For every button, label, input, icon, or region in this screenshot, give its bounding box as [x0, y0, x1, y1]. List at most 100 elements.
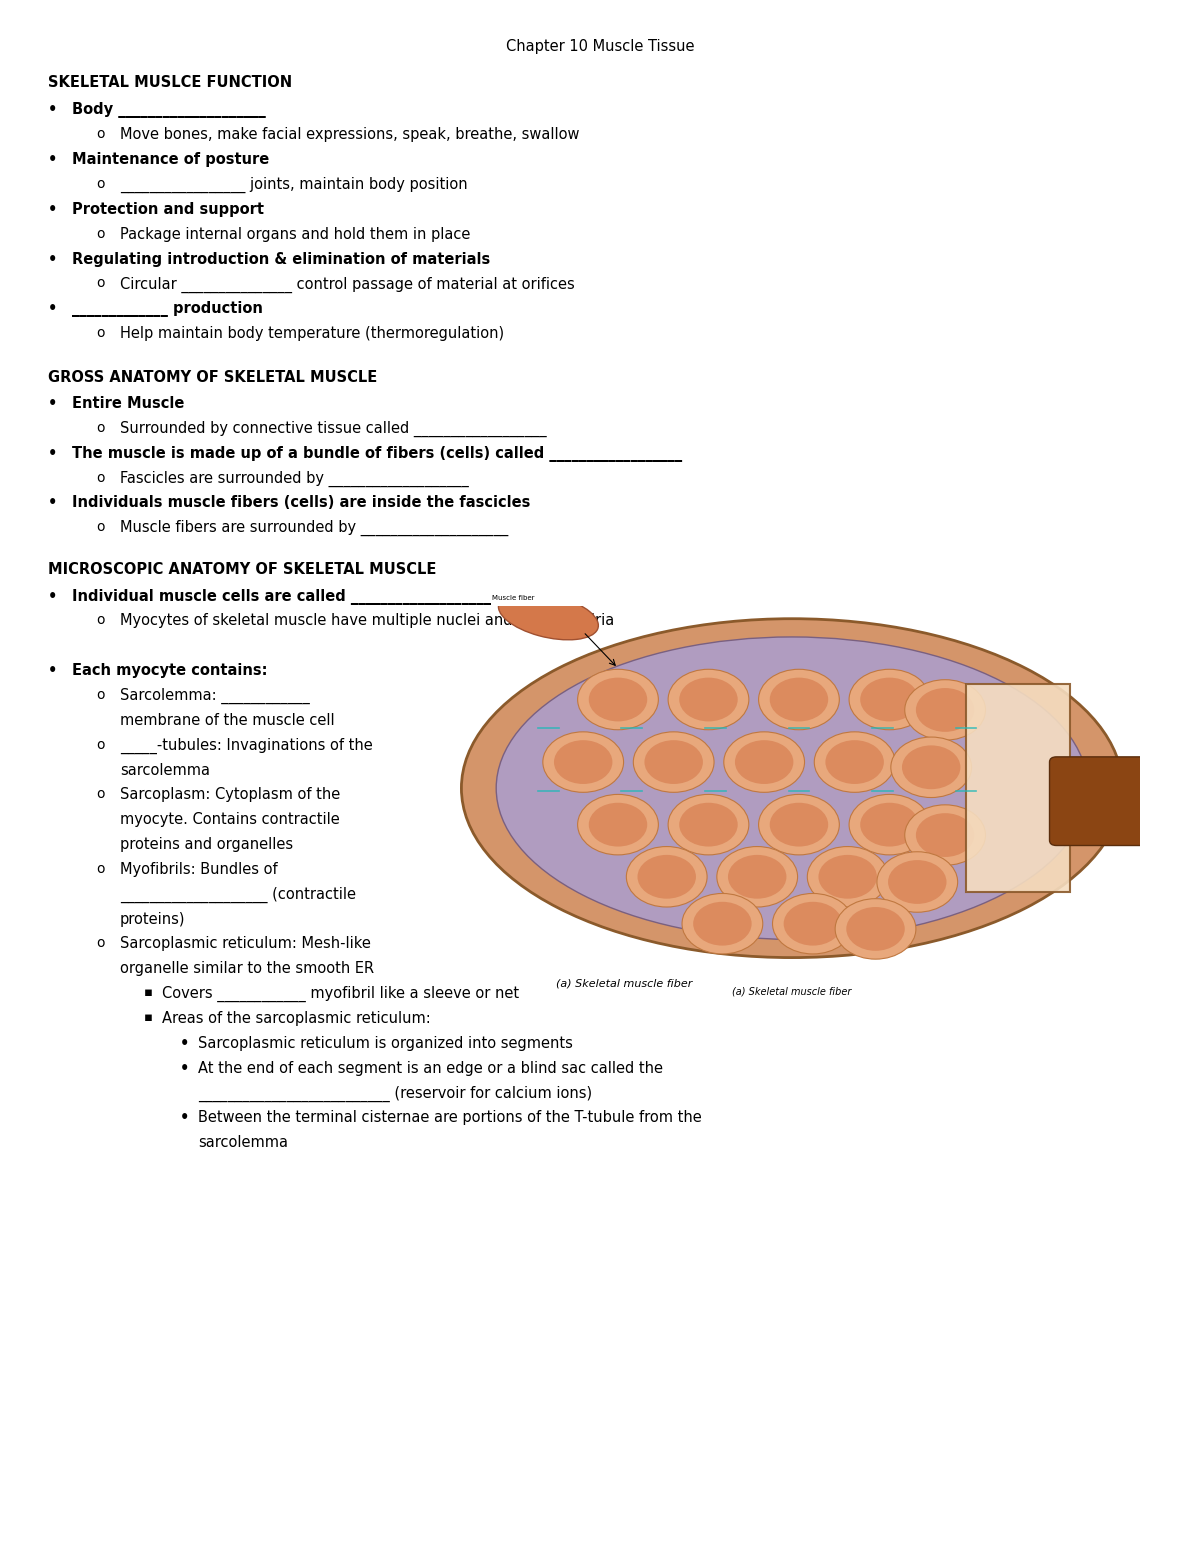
- Text: o: o: [96, 787, 104, 801]
- Circle shape: [679, 803, 738, 846]
- Text: proteins): proteins): [120, 912, 186, 927]
- Text: Sarcoplasmic reticulum is organized into segments: Sarcoplasmic reticulum is organized into…: [198, 1036, 572, 1051]
- Text: Myocytes of skeletal muscle have multiple nuclei and mitochondria: Myocytes of skeletal muscle have multipl…: [120, 613, 614, 629]
- Text: Protection and support: Protection and support: [72, 202, 264, 217]
- Circle shape: [758, 795, 839, 854]
- Text: o: o: [96, 738, 104, 752]
- Circle shape: [589, 677, 647, 722]
- Circle shape: [589, 803, 647, 846]
- Text: Each myocyte contains:: Each myocyte contains:: [72, 663, 268, 679]
- Text: Sarcolemma: ____________: Sarcolemma: ____________: [120, 688, 310, 704]
- Text: o: o: [96, 421, 104, 435]
- Text: __________________________ (reservoir for calcium ions): __________________________ (reservoir fo…: [198, 1086, 592, 1101]
- Text: The muscle is made up of a bundle of fibers (cells) called __________________: The muscle is made up of a bundle of fib…: [72, 446, 682, 461]
- Text: •: •: [48, 102, 58, 118]
- Text: •: •: [48, 202, 58, 217]
- Text: ▪: ▪: [144, 1011, 154, 1023]
- Circle shape: [577, 669, 659, 730]
- Text: MICROSCOPIC ANATOMY OF SKELETAL MUSCLE: MICROSCOPIC ANATOMY OF SKELETAL MUSCLE: [48, 562, 437, 578]
- Circle shape: [815, 731, 895, 792]
- Circle shape: [637, 854, 696, 899]
- Text: _____-tubules: Invaginations of the: _____-tubules: Invaginations of the: [120, 738, 373, 753]
- Text: o: o: [96, 227, 104, 241]
- Text: •: •: [48, 301, 58, 317]
- Circle shape: [846, 907, 905, 950]
- Text: GROSS ANATOMY OF SKELETAL MUSCLE: GROSS ANATOMY OF SKELETAL MUSCLE: [48, 370, 377, 385]
- Circle shape: [916, 814, 974, 857]
- Text: Package internal organs and hold them in place: Package internal organs and hold them in…: [120, 227, 470, 242]
- Circle shape: [769, 803, 828, 846]
- Circle shape: [784, 902, 842, 946]
- Text: Regulating introduction & elimination of materials: Regulating introduction & elimination of…: [72, 252, 491, 267]
- Circle shape: [626, 846, 707, 907]
- Circle shape: [728, 854, 786, 899]
- Text: Body ____________________: Body ____________________: [72, 102, 265, 118]
- Circle shape: [890, 738, 972, 798]
- Text: Help maintain body temperature (thermoregulation): Help maintain body temperature (thermore…: [120, 326, 504, 342]
- Text: •: •: [180, 1036, 190, 1051]
- Circle shape: [634, 731, 714, 792]
- Text: o: o: [96, 520, 104, 534]
- Text: (a) Skeletal muscle fiber: (a) Skeletal muscle fiber: [556, 978, 692, 988]
- Text: •: •: [48, 446, 58, 461]
- Circle shape: [542, 731, 624, 792]
- Text: •: •: [48, 663, 58, 679]
- Text: •: •: [180, 1110, 190, 1126]
- Circle shape: [679, 677, 738, 722]
- Text: Entire Muscle: Entire Muscle: [72, 396, 185, 412]
- Text: •: •: [48, 252, 58, 267]
- Text: o: o: [96, 276, 104, 290]
- Text: o: o: [96, 688, 104, 702]
- Circle shape: [668, 669, 749, 730]
- Text: o: o: [96, 862, 104, 876]
- Text: o: o: [96, 177, 104, 191]
- Text: ▪: ▪: [144, 986, 154, 999]
- Text: At the end of each segment is an edge or a blind sac called the: At the end of each segment is an edge or…: [198, 1061, 662, 1076]
- Circle shape: [860, 803, 919, 846]
- Text: sarcolemma: sarcolemma: [198, 1135, 288, 1151]
- Text: myocyte. Contains contractile: myocyte. Contains contractile: [120, 812, 340, 828]
- Text: (a) Skeletal muscle fiber: (a) Skeletal muscle fiber: [732, 986, 852, 997]
- Circle shape: [877, 851, 958, 912]
- Circle shape: [905, 680, 985, 741]
- Text: Sarcoplasm: Cytoplasm of the: Sarcoplasm: Cytoplasm of the: [120, 787, 341, 803]
- Text: Maintenance of posture: Maintenance of posture: [72, 152, 269, 168]
- Ellipse shape: [461, 618, 1123, 958]
- FancyBboxPatch shape: [1050, 756, 1147, 845]
- Ellipse shape: [498, 592, 599, 640]
- Text: Myofibrils: Bundles of: Myofibrils: Bundles of: [120, 862, 277, 877]
- Text: •: •: [180, 1061, 190, 1076]
- Circle shape: [694, 902, 751, 946]
- Circle shape: [682, 893, 763, 954]
- Text: Individuals muscle fibers (cells) are inside the fascicles: Individuals muscle fibers (cells) are in…: [72, 495, 530, 511]
- Text: Surrounded by connective tissue called __________________: Surrounded by connective tissue called _…: [120, 421, 547, 436]
- Circle shape: [818, 854, 877, 899]
- Circle shape: [808, 846, 888, 907]
- Text: proteins and organelles: proteins and organelles: [120, 837, 293, 853]
- Ellipse shape: [497, 637, 1087, 940]
- Text: Muscle fiber: Muscle fiber: [492, 595, 535, 601]
- Text: •: •: [48, 396, 58, 412]
- Text: membrane of the muscle cell: membrane of the muscle cell: [120, 713, 335, 728]
- Circle shape: [769, 677, 828, 722]
- Circle shape: [916, 688, 974, 731]
- Circle shape: [724, 731, 804, 792]
- Text: _________________ joints, maintain body position: _________________ joints, maintain body …: [120, 177, 468, 193]
- Circle shape: [860, 677, 919, 722]
- Text: •: •: [48, 495, 58, 511]
- Polygon shape: [966, 683, 1070, 893]
- Text: _____________ production: _____________ production: [72, 301, 263, 317]
- Circle shape: [577, 795, 659, 854]
- Circle shape: [734, 741, 793, 784]
- Text: Fascicles are surrounded by ___________________: Fascicles are surrounded by ____________…: [120, 471, 469, 486]
- Text: •: •: [48, 589, 58, 604]
- Text: Between the terminal cisternae are portions of the T-tubule from the: Between the terminal cisternae are porti…: [198, 1110, 702, 1126]
- Circle shape: [850, 795, 930, 854]
- Text: o: o: [96, 936, 104, 950]
- Text: o: o: [96, 326, 104, 340]
- Circle shape: [644, 741, 703, 784]
- Circle shape: [716, 846, 798, 907]
- Text: Areas of the sarcoplasmic reticulum:: Areas of the sarcoplasmic reticulum:: [162, 1011, 431, 1027]
- Text: Chapter 10 Muscle Tissue: Chapter 10 Muscle Tissue: [505, 39, 695, 54]
- Text: •: •: [48, 152, 58, 168]
